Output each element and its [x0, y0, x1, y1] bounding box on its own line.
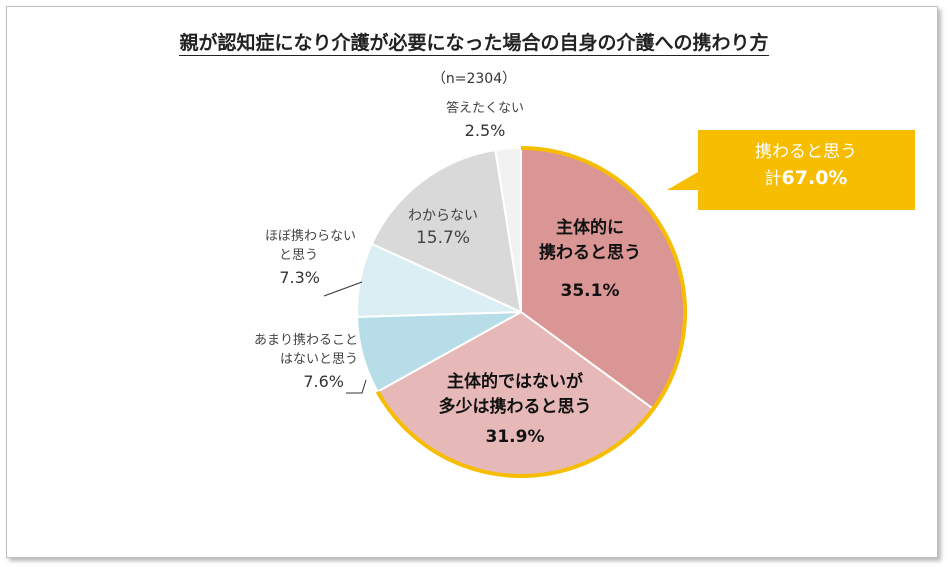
slice-1-value: 31.9% [485, 427, 545, 448]
slice-0-value: 35.1% [560, 281, 620, 302]
slice-5-value: 2.5% [464, 120, 506, 140]
slice-2-name-line1: あまり携わること [253, 333, 358, 348]
slice-label-5: 答えたくない 2.5% [420, 100, 550, 142]
chart-title: 親が認知症になり介護が必要になった場合の自身の介護への携わり方 [179, 32, 769, 56]
highlight-arc [375, 146, 687, 478]
slice-2-value: 7.6% [303, 371, 344, 391]
slice-1-name-line1: 主体的ではないが [447, 372, 583, 392]
slice-label-1: 主体的ではないが 多少は携わると思う 31.9% [410, 370, 620, 450]
pie-slice-5 [494, 146, 522, 313]
slice-0-name-line2: 携わると思う [539, 242, 641, 263]
slice-2-name-line2: はないと思う [279, 351, 358, 367]
callout-box [667, 130, 915, 210]
callout-text: 携わると思う 計67.0% [700, 140, 912, 192]
slice-3-name-line1: ほぼ携わらない [264, 229, 356, 244]
slice-0-name-line1: 主体的に [556, 218, 624, 238]
slice-label-3: ほぼ携わらない と思う 7.3% [224, 228, 374, 289]
callout-line1: 携わると思う [755, 142, 857, 162]
callout-line2: 計67.0% [700, 165, 912, 193]
slice-4-value: 15.7% [415, 228, 470, 249]
slice-label-2: あまり携わること はないと思う 7.6% [208, 332, 358, 393]
callout-prefix: 計 [764, 168, 782, 189]
slice-1-name-line2: 多少は携わると思う [438, 396, 592, 417]
slice-5-name: 答えたくない [445, 101, 524, 116]
chart-subtitle: （n=2304） [431, 71, 517, 87]
pie-slice-4 [370, 148, 523, 314]
slice-3-name-line2: と思う [278, 247, 318, 263]
slice-label-4: わからない 15.7% [388, 206, 498, 251]
slice-4-name: わからない [408, 208, 478, 224]
leader-line-slice-2 [346, 379, 367, 394]
leader-line-slice-3 [323, 281, 363, 297]
slice-label-0: 主体的に 携わると思う 35.1% [505, 216, 675, 304]
slice-3-value: 7.3% [279, 267, 320, 287]
callout-total: 67.0% [781, 166, 848, 189]
